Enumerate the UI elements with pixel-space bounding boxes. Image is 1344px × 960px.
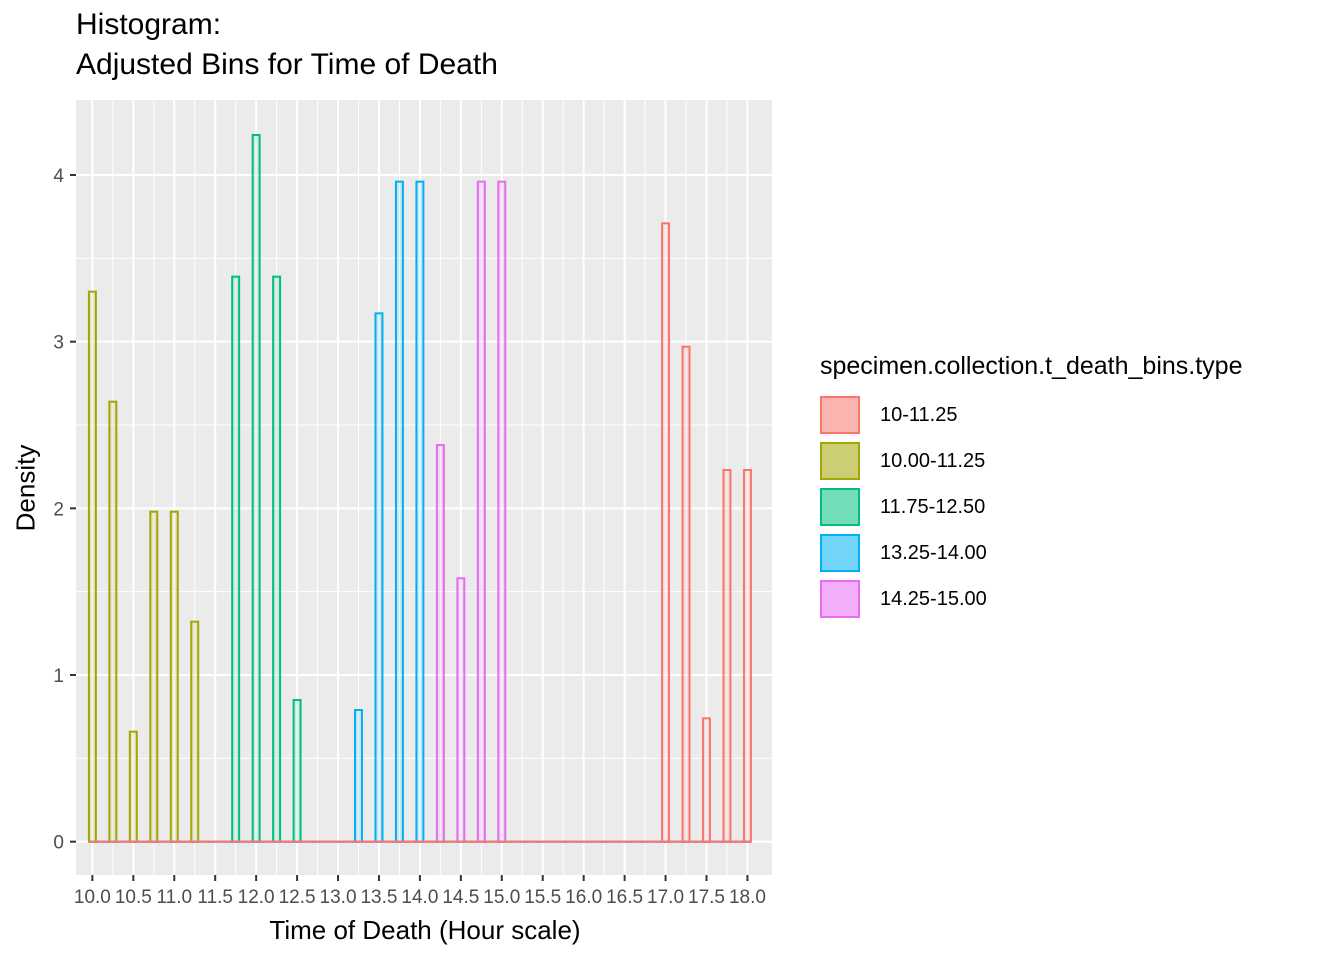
x-tick-label: 11.0	[156, 887, 192, 908]
histogram-bar	[435, 444, 445, 843]
legend-label: 13.25-14.00	[880, 542, 987, 564]
histogram-bars	[87, 134, 752, 843]
histogram-bar	[702, 717, 711, 843]
x-tick-label: 13.5	[360, 887, 397, 908]
legend-key	[820, 488, 860, 526]
x-tick-label: 16.5	[606, 887, 643, 908]
histogram-bar	[354, 709, 363, 843]
legend-label: 10-11.25	[880, 404, 958, 426]
histogram-bar	[456, 577, 466, 843]
histogram-bar	[251, 134, 261, 843]
x-tick-label: 10.0	[74, 887, 111, 908]
x-tick-label: 10.5	[115, 887, 152, 908]
x-axis-title: Time of Death (Hour scale)	[269, 915, 581, 945]
y-tick-label: 4	[53, 166, 64, 187]
x-tick-label: 12.0	[238, 887, 275, 908]
y-tick-label: 2	[53, 499, 64, 520]
histogram-bar	[87, 290, 97, 843]
x-tick-label: 17.0	[647, 887, 684, 908]
y-tick-label: 1	[53, 666, 64, 687]
histogram-bar	[476, 180, 486, 843]
histogram-bar	[661, 222, 671, 843]
legend-label: 10.00-11.25	[880, 450, 986, 472]
axes: 10.0 10.5 11.0 11.5 12.0 12.5 13.0 13.5 14.0 14.5…	[53, 166, 766, 908]
legend-label: 14.25-15.00	[880, 588, 987, 610]
x-tick-label: 14.0	[401, 887, 438, 908]
histogram-bar	[108, 400, 118, 843]
legend-key	[820, 534, 860, 572]
legend-key	[820, 580, 860, 618]
chart-title-line1: Histogram:	[76, 8, 222, 41]
legend-key	[820, 396, 860, 434]
histogram-bar	[742, 469, 752, 843]
histogram-bar	[394, 180, 404, 843]
histogram-bar	[190, 620, 200, 843]
x-tick-label: 15.0	[483, 887, 520, 908]
histogram-bar	[292, 699, 302, 843]
legend-key	[820, 442, 860, 480]
legend-label: 11.75-12.50	[880, 496, 986, 518]
legend-item: 11.75-12.50	[820, 488, 1240, 530]
y-tick-label: 0	[53, 833, 64, 854]
histogram-bar	[722, 469, 732, 843]
histogram-bar	[149, 510, 159, 843]
x-tick-label: 15.5	[524, 887, 561, 908]
y-tick-label: 3	[53, 333, 64, 354]
legend-item: 13.25-14.00	[820, 534, 1240, 576]
y-axis-title: Density	[10, 444, 41, 532]
x-tick-label: 13.0	[320, 887, 357, 908]
x-tick-label: 14.5	[442, 887, 479, 908]
legend-item: 10.00-11.25	[820, 442, 1240, 484]
chart-title-line2: Adjusted Bins for Time of Death	[76, 48, 498, 81]
histogram-bar	[681, 345, 691, 843]
legend-title: specimen.collection.t_death_bins.type	[820, 352, 1243, 380]
x-tick-label: 17.5	[688, 887, 725, 908]
x-tick-label: 11.5	[197, 887, 233, 908]
x-tick-label: 16.0	[565, 887, 602, 908]
histogram-bar	[374, 312, 384, 843]
histogram-bar	[497, 180, 507, 843]
histogram-bar	[169, 510, 179, 843]
histogram-bar	[415, 180, 425, 843]
histogram-bar	[231, 275, 241, 843]
histogram-bar	[128, 730, 138, 843]
legend-item: 14.25-15.00	[820, 580, 1240, 622]
histogram-bar	[272, 275, 282, 843]
legend-item: 10-11.25	[820, 396, 1240, 438]
x-tick-label: 12.5	[279, 887, 316, 908]
x-tick-label: 18.0	[729, 887, 766, 908]
